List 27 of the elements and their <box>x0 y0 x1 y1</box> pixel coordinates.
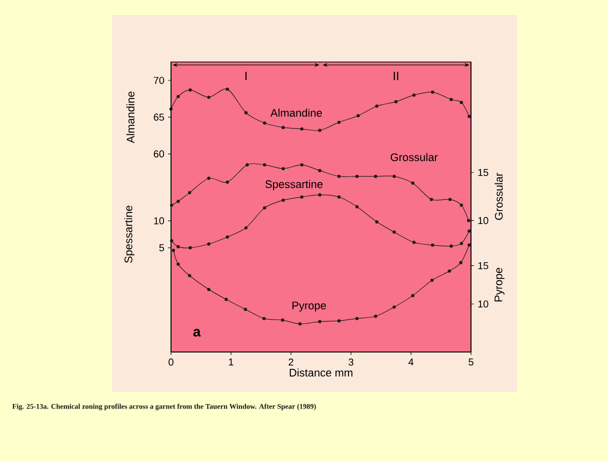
y-tick-label: 65 <box>154 114 164 121</box>
x-tick-label: 1 <box>228 358 234 366</box>
y2-tick-label: 10 <box>478 300 488 308</box>
x-tick-label: 2 <box>288 358 294 366</box>
y2-tick-label: 15 <box>478 262 488 270</box>
annotation: a <box>193 328 201 337</box>
y-tick-label: 70 <box>154 76 164 84</box>
series-label: Pyrope <box>292 302 326 312</box>
y2-axis-title: Pyrope <box>494 268 504 302</box>
y-tick-label: 60 <box>154 150 164 158</box>
y2-axis-title: Grossular <box>494 172 503 220</box>
y2-tick-label: 15 <box>478 169 488 176</box>
series-label: Spessartine <box>265 180 323 190</box>
series-label: Almandine <box>270 108 322 117</box>
annotation: I <box>245 72 247 80</box>
y-tick-label: 5 <box>159 244 164 252</box>
y-tick-label: 10 <box>154 217 164 224</box>
x-tick-label: 4 <box>408 358 414 366</box>
annotation: II <box>394 72 398 80</box>
x-tick-label: 5 <box>468 358 474 366</box>
x-tick-label: 3 <box>348 358 354 366</box>
series-label: Grossular <box>390 153 438 162</box>
x-axis-title: Distance mm <box>290 368 352 377</box>
y-axis-title: Spessartine <box>124 206 134 263</box>
x-tick-label: 0 <box>168 358 174 366</box>
y-axis-title: Almandine <box>126 92 134 144</box>
y2-tick-label: 10 <box>478 217 488 224</box>
